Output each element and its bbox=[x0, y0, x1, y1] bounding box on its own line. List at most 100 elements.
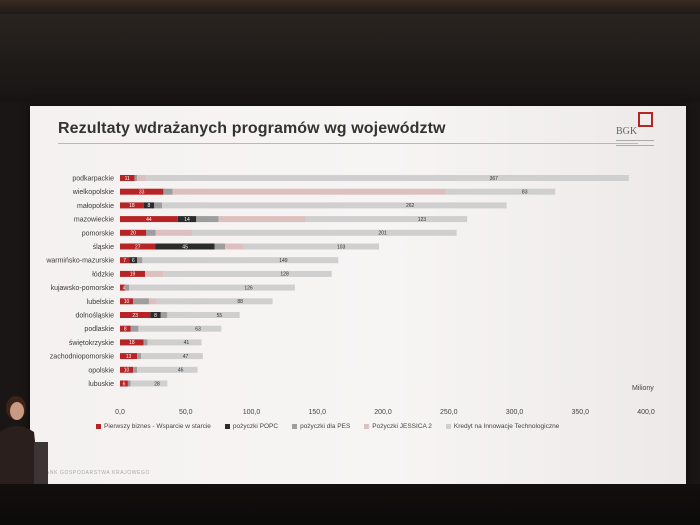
legend-item: Kredyt na Innowacje Technologiczne bbox=[445, 423, 560, 430]
data-label: 262 bbox=[406, 203, 415, 209]
bar-segment bbox=[163, 270, 332, 277]
logo-text: BGK bbox=[616, 126, 638, 137]
data-label: 20 bbox=[130, 231, 136, 237]
x-tick-label: 350,0 bbox=[571, 409, 589, 416]
data-label: 103 bbox=[337, 244, 346, 250]
bar-segment bbox=[137, 257, 143, 264]
legend-swatch bbox=[96, 424, 101, 429]
data-label: 27 bbox=[135, 244, 141, 250]
presentation-slide: Rezultaty wdrażanych programów wg wojewó… bbox=[30, 106, 686, 484]
logo-underline bbox=[616, 140, 654, 146]
footer-bank-name: BANK GOSPODARSTWA KRAJOWEGO bbox=[42, 470, 150, 476]
data-label: 8 bbox=[148, 203, 151, 209]
bar-segment bbox=[138, 325, 222, 332]
category-label: małopolskie bbox=[77, 203, 114, 210]
bar-segment bbox=[120, 339, 144, 346]
bar-segment bbox=[143, 339, 148, 346]
data-label: 46 bbox=[178, 368, 184, 374]
data-label: 14 bbox=[184, 217, 190, 223]
bar-segment bbox=[137, 175, 147, 181]
bar-segment bbox=[142, 257, 339, 264]
title-divider bbox=[58, 143, 638, 144]
category-label: podkarpackie bbox=[72, 176, 114, 183]
bar-segment bbox=[177, 216, 197, 223]
dark-wall bbox=[0, 14, 700, 102]
bar-segment bbox=[120, 325, 131, 332]
category-label: śląskie bbox=[93, 244, 115, 251]
bgk-logo: BGK bbox=[616, 112, 656, 152]
data-label: 41 bbox=[184, 340, 190, 346]
bar-segment bbox=[156, 298, 273, 305]
x-tick-label: 250,0 bbox=[440, 409, 458, 416]
data-label: 45 bbox=[182, 244, 188, 250]
bar-segment bbox=[127, 380, 131, 387]
category-label: opolskie bbox=[88, 367, 114, 374]
data-label: 8 bbox=[124, 327, 127, 333]
bar-segment bbox=[148, 298, 157, 305]
bar-segment bbox=[133, 298, 149, 305]
category-label: lubelskie bbox=[87, 299, 114, 306]
data-label: 10 bbox=[124, 368, 130, 374]
bar-segment bbox=[120, 175, 135, 181]
legend-item: Pierwszy biznes - Wsparcie w starcie bbox=[96, 423, 211, 430]
bar-segment bbox=[144, 270, 164, 277]
bar-segment bbox=[134, 175, 138, 181]
bar-segment bbox=[120, 202, 144, 209]
data-label: 201 bbox=[378, 231, 387, 237]
bar-segment bbox=[137, 353, 142, 360]
bar-segment bbox=[146, 229, 156, 236]
bar-segment bbox=[225, 243, 244, 250]
data-label: 18 bbox=[129, 203, 135, 209]
data-label: 7 bbox=[123, 258, 126, 264]
legend-item: pożyczki POPC bbox=[224, 423, 278, 430]
bar-segment bbox=[120, 298, 134, 305]
bar-segment bbox=[120, 243, 156, 250]
x-axis-unit-label: Miliony bbox=[632, 385, 654, 392]
bar-segment bbox=[155, 229, 193, 236]
data-label: 123 bbox=[418, 217, 427, 223]
category-label: podlaskie bbox=[84, 326, 114, 333]
legend-label: Pożyczki JESSICA 2 bbox=[372, 423, 432, 430]
data-label: 6 bbox=[123, 381, 126, 387]
data-label: 13 bbox=[126, 354, 132, 360]
data-label: 10 bbox=[124, 299, 130, 305]
category-label: warmińsko-mazurskie bbox=[45, 258, 114, 265]
data-label: 126 bbox=[244, 285, 253, 291]
bar-segment bbox=[155, 243, 215, 250]
data-label: 4 bbox=[123, 285, 126, 291]
legend-swatch bbox=[292, 424, 298, 429]
data-label: 88 bbox=[237, 299, 243, 305]
bar-segment bbox=[147, 339, 202, 346]
bar-segment bbox=[305, 216, 468, 223]
legend-swatch bbox=[445, 424, 451, 429]
bar-segment bbox=[130, 325, 139, 332]
bar-segment bbox=[143, 202, 155, 209]
bar-segment bbox=[172, 188, 447, 195]
bar-segment bbox=[218, 216, 306, 223]
legend-label: Pierwszy biznes - Wsparcie w starcie bbox=[104, 423, 211, 430]
data-label: 23 bbox=[132, 313, 138, 319]
bar-segment bbox=[133, 366, 138, 373]
bar-segment bbox=[150, 312, 161, 318]
x-tick-label: 400,0 bbox=[637, 409, 655, 416]
bar-segment bbox=[120, 284, 126, 291]
bar-segment bbox=[214, 243, 226, 250]
category-label: wielkopolskie bbox=[72, 189, 114, 196]
bar-segment bbox=[120, 366, 134, 373]
stage-floor bbox=[0, 484, 700, 525]
x-tick-label: 150,0 bbox=[308, 409, 326, 416]
bar-segment bbox=[154, 202, 163, 209]
logo-square-icon bbox=[638, 112, 653, 127]
bar-segment bbox=[120, 229, 147, 236]
legend-swatch bbox=[364, 424, 370, 429]
x-tick-label: 50,0 bbox=[179, 409, 193, 416]
legend-label: pożyczki dla PES bbox=[300, 423, 351, 430]
bar-segment bbox=[160, 312, 168, 318]
data-label: 55 bbox=[217, 313, 223, 319]
category-label: świętokrzyskie bbox=[69, 340, 114, 347]
x-tick-label: 200,0 bbox=[374, 409, 392, 416]
category-label: dolnośląskie bbox=[75, 313, 114, 320]
legend-label: Kredyt na Innowacje Technologiczne bbox=[453, 423, 560, 430]
bar-segment bbox=[146, 175, 629, 181]
bar-segment bbox=[163, 188, 173, 195]
